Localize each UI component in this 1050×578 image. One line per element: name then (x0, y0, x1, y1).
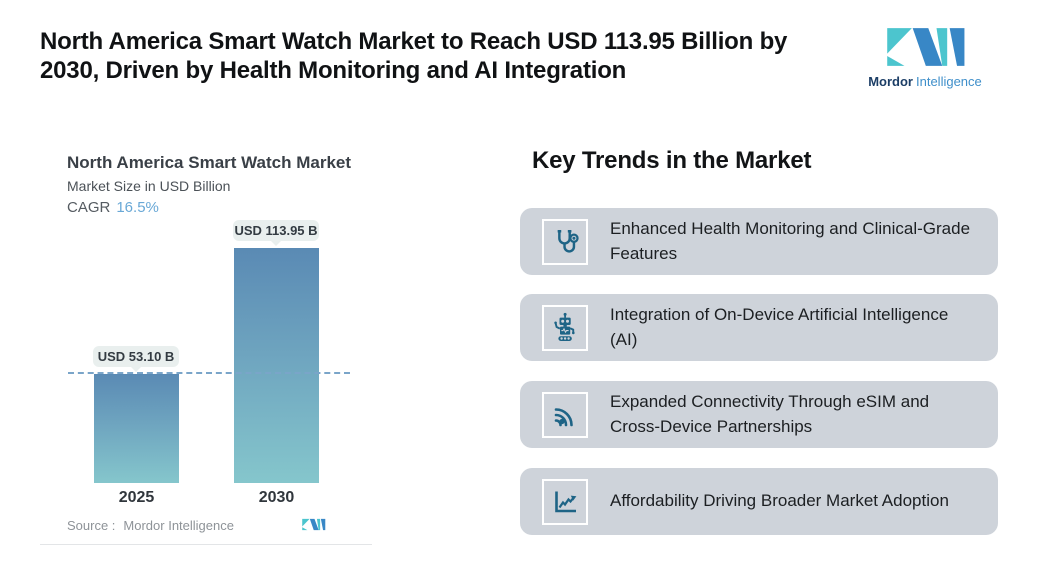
trend-label: Enhanced Health Monitoring and Clinical-… (610, 218, 971, 263)
chart-subtitle: Market Size in USD Billion (67, 178, 231, 194)
bar-2030 (234, 248, 319, 483)
trends-heading: Key Trends in the Market (532, 147, 812, 174)
brand-wordmark: Mordor Intelligence (866, 74, 984, 89)
brand-name-light: Intelligence (916, 74, 982, 89)
mordor-intelligence-logo-icon (887, 28, 965, 66)
brand-name-bold: Mordor (868, 74, 913, 89)
market-chart-panel: North America Smart Watch Market Market … (40, 130, 372, 545)
reference-dashed-line (68, 371, 350, 374)
chart-title: North America Smart Watch Market (67, 153, 352, 172)
brand-logo: Mordor Intelligence (866, 24, 984, 89)
cagr-value: 16.5% (116, 199, 159, 216)
axis-label-2030: 2030 (258, 489, 295, 506)
cagr-label: CAGR (67, 199, 111, 216)
cagr-row: CAGR 16.5% (67, 199, 159, 216)
icon-tile (542, 218, 588, 265)
bar-2025 (94, 373, 179, 483)
value-label-2025: USD 53.10 B (93, 345, 179, 367)
mordor-intelligence-mini-logo-icon (302, 518, 326, 531)
value-label-2030: USD 113.95 B (233, 220, 319, 241)
trend-card-on-device-ai: Integration of On-Device Artificial Inte… (520, 294, 998, 361)
source-attribution: Source : Mordor Intelligence (67, 518, 234, 533)
trend-card-health-monitoring: Enhanced Health Monitoring and Clinical-… (520, 208, 998, 275)
icon-tile (542, 478, 588, 525)
trend-label: Affordability Driving Broader Market Ado… (610, 491, 949, 511)
wifi-icon (554, 407, 573, 426)
chart-icon (555, 491, 577, 512)
robot-icon (554, 312, 575, 341)
icon-tile (542, 304, 588, 351)
trend-label: Expanded Connectivity Through eSIM and C… (610, 391, 930, 436)
icon-tile (542, 391, 588, 438)
trend-label: Integration of On-Device Artificial Inte… (610, 304, 949, 349)
page-title: North America Smart Watch Market to Reac… (40, 28, 788, 85)
source-label: Source : (67, 518, 116, 533)
trend-card-esim-connectivity: Expanded Connectivity Through eSIM and C… (520, 381, 998, 448)
trend-card-affordability: Affordability Driving Broader Market Ado… (520, 468, 998, 535)
panel-divider (40, 544, 372, 545)
stethoscope-icon (557, 229, 579, 253)
source-value: Mordor Intelligence (123, 518, 234, 533)
axis-label-2025: 2025 (118, 489, 155, 506)
